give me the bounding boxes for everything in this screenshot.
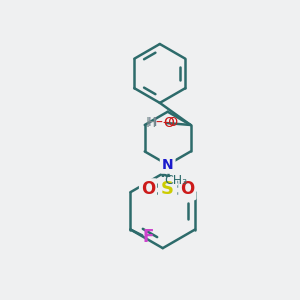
Text: CH₃: CH₃ [164, 174, 187, 187]
Text: O: O [163, 116, 174, 130]
Text: N: N [162, 158, 173, 172]
Text: H: H [146, 116, 156, 130]
Text: O: O [141, 180, 155, 198]
Text: F: F [142, 228, 154, 246]
Text: –: – [156, 116, 163, 130]
Text: O: O [180, 180, 194, 198]
Text: H: H [148, 116, 157, 128]
Text: –O: –O [162, 116, 178, 128]
Text: S: S [161, 180, 174, 198]
